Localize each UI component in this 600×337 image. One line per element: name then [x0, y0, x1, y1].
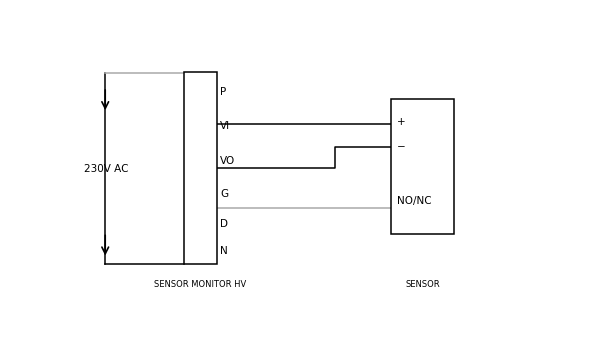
- Text: −: −: [397, 142, 406, 152]
- Text: P: P: [220, 87, 226, 97]
- Text: NO/NC: NO/NC: [397, 196, 431, 206]
- Text: SENSOR: SENSOR: [406, 280, 440, 289]
- Bar: [184, 71, 217, 264]
- Text: +: +: [397, 117, 406, 127]
- Bar: [391, 99, 454, 234]
- Text: N: N: [220, 246, 228, 256]
- Text: D: D: [220, 219, 228, 229]
- Text: VI: VI: [220, 121, 230, 131]
- Text: G: G: [220, 189, 228, 200]
- Text: SENSOR MONITOR HV: SENSOR MONITOR HV: [154, 280, 247, 289]
- Text: 230V AC: 230V AC: [84, 164, 129, 174]
- Text: VO: VO: [220, 156, 235, 166]
